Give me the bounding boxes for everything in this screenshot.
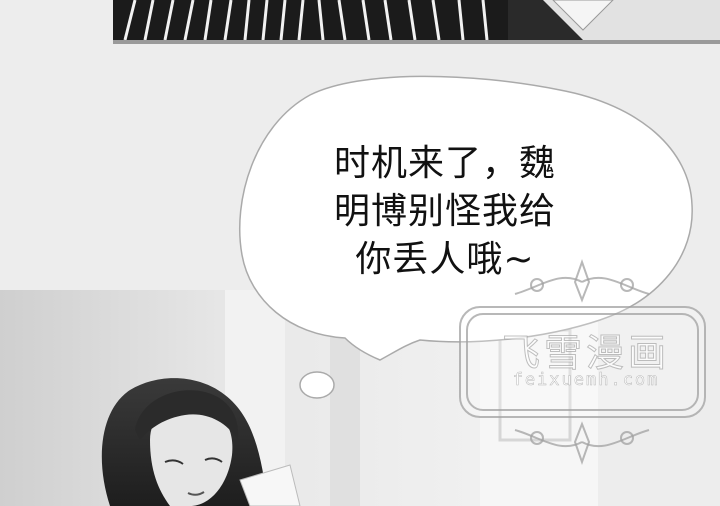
speech-line-2: 明博别怪我给 — [333, 191, 556, 232]
watermark-title: 飞雪漫画 — [501, 331, 670, 376]
speech-bubble-text: 时机来了，魏 明博别怪我给 你丢人哦~ — [280, 140, 610, 284]
speech-line-1: 时机来了，魏 — [333, 143, 556, 184]
watermark-frame — [459, 258, 706, 466]
speech-line-3: 你丢人哦~ — [355, 239, 535, 280]
watermark-url: feixuemh.com — [512, 370, 660, 391]
top-comic-panel — [113, 0, 720, 44]
watermark: 飞雪漫画 feixuemh.com — [445, 252, 720, 482]
